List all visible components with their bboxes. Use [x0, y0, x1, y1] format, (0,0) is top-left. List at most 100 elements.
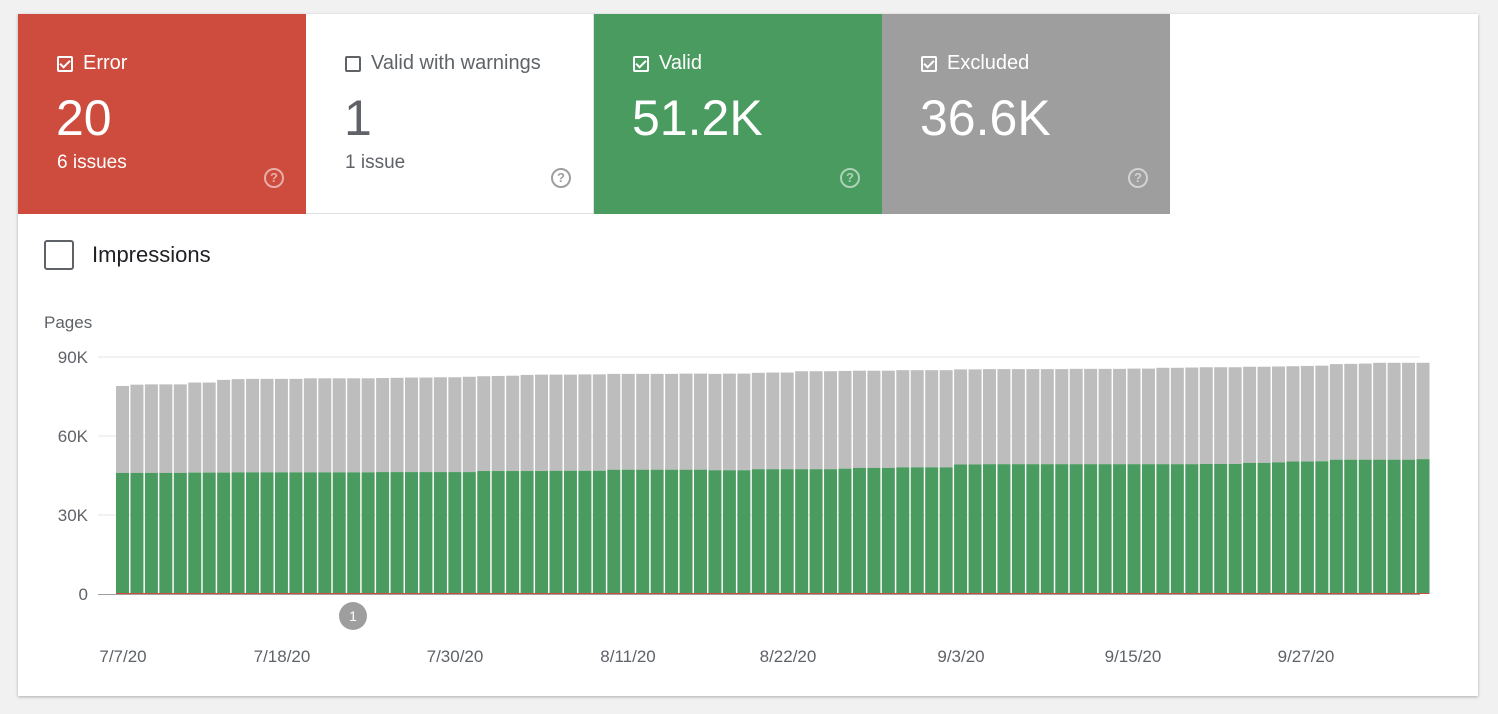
valid-checkbox-icon[interactable] — [633, 55, 649, 72]
bar-excluded — [867, 370, 881, 468]
bar-excluded — [896, 370, 910, 468]
bar-valid — [130, 472, 144, 594]
bar-valid — [722, 470, 736, 594]
bar-valid — [1011, 464, 1025, 594]
bar-excluded — [1257, 366, 1271, 463]
bar-valid — [535, 471, 549, 594]
bar-excluded — [1373, 362, 1387, 460]
error-tile[interactable]: Error 20 6 issues ? — [18, 14, 306, 214]
annotation-label: 1 — [349, 608, 357, 624]
help-icon[interactable]: ? — [840, 168, 860, 188]
warnings-tile-label: Valid with warnings — [371, 52, 541, 74]
valid-tile[interactable]: Valid 51.2K ? — [594, 14, 882, 214]
x-tick-label: 7/7/20 — [99, 647, 146, 666]
y-tick-label: 60K — [58, 427, 89, 446]
bar-excluded — [621, 373, 635, 470]
x-tick-label: 9/3/20 — [937, 647, 984, 666]
bar-valid — [1300, 461, 1314, 594]
bar-excluded — [679, 373, 693, 470]
bar-excluded — [607, 373, 621, 470]
bar-excluded — [954, 369, 968, 465]
bar-valid — [1156, 464, 1170, 594]
bar-excluded — [376, 378, 390, 473]
excluded-checkbox-icon[interactable] — [921, 55, 937, 72]
excluded-tile-label: Excluded — [947, 52, 1030, 74]
bar-valid — [260, 472, 274, 594]
bar-valid — [795, 469, 809, 594]
bar-valid — [1329, 459, 1343, 594]
bar-valid — [824, 469, 838, 594]
bar-valid — [462, 472, 476, 594]
bar-valid — [506, 471, 520, 594]
bar-excluded — [925, 370, 939, 468]
bar-valid — [1315, 461, 1329, 594]
bar-valid — [318, 472, 332, 594]
bar-excluded — [852, 370, 866, 468]
bar-valid — [1257, 462, 1271, 594]
valid-tile-label: Valid — [659, 52, 702, 74]
bar-valid — [1286, 461, 1300, 594]
bar-valid — [1185, 464, 1199, 594]
bar-excluded — [650, 373, 664, 470]
bar-valid — [274, 472, 288, 594]
bar-excluded — [491, 375, 505, 472]
bar-excluded — [274, 378, 288, 473]
impressions-toggle[interactable]: Impressions — [44, 240, 211, 270]
bar-excluded — [1286, 366, 1300, 462]
warnings-checkbox-icon[interactable] — [345, 55, 361, 72]
impressions-label: Impressions — [92, 242, 211, 267]
bar-valid — [867, 467, 881, 594]
bar-excluded — [563, 374, 577, 471]
bar-excluded — [578, 374, 592, 471]
error-tile-label: Error — [83, 52, 128, 74]
bar-excluded — [419, 377, 433, 473]
bar-valid — [491, 471, 505, 594]
impressions-checkbox-icon[interactable] — [44, 240, 74, 270]
valid-with-warnings-tile[interactable]: Valid with warnings 1 1 issue ? — [306, 14, 594, 214]
bar-excluded — [1055, 369, 1069, 465]
bar-excluded — [1156, 367, 1170, 465]
bar-valid — [925, 467, 939, 594]
bar-excluded — [694, 373, 707, 470]
bar-valid — [708, 470, 722, 594]
excluded-tile[interactable]: Excluded 36.6K ? — [882, 14, 1170, 214]
bar-valid — [116, 472, 129, 594]
bar-excluded — [881, 370, 895, 468]
bar-excluded — [1387, 362, 1401, 460]
bar-valid — [1026, 464, 1040, 594]
bar-excluded — [751, 372, 765, 470]
bar-excluded — [116, 385, 129, 473]
bar-valid — [592, 470, 606, 594]
y-tick-label: 30K — [58, 506, 89, 525]
error-checkbox-icon[interactable] — [57, 55, 73, 72]
bar-valid — [621, 469, 635, 594]
bar-excluded — [260, 378, 274, 473]
bar-excluded — [737, 373, 751, 471]
bar-valid — [376, 472, 390, 594]
bar-excluded — [983, 369, 996, 465]
bar-excluded — [1084, 368, 1098, 465]
bar-valid — [1069, 464, 1083, 594]
help-icon[interactable]: ? — [264, 168, 284, 188]
bar-excluded — [405, 377, 418, 473]
bar-excluded — [289, 378, 303, 473]
bar-excluded — [636, 373, 650, 470]
bar-excluded — [535, 374, 549, 472]
bar-excluded — [1358, 363, 1372, 460]
bar-excluded — [939, 370, 953, 468]
index-coverage-card: Error 20 6 issues ? Valid with warnings … — [18, 14, 1478, 696]
bar-valid — [650, 469, 664, 594]
bar-valid — [1127, 464, 1141, 594]
bar-excluded — [1228, 367, 1242, 464]
bar-excluded — [347, 378, 361, 473]
help-icon[interactable]: ? — [551, 168, 571, 188]
help-icon[interactable]: ? — [1128, 168, 1148, 188]
bar-excluded — [202, 382, 216, 473]
x-tick-label: 9/15/20 — [1105, 647, 1162, 666]
bar-valid — [1402, 459, 1416, 594]
bar-excluded — [1170, 367, 1184, 465]
bar-excluded — [1185, 367, 1199, 465]
x-tick-label: 8/22/20 — [760, 647, 817, 666]
bar-excluded — [159, 384, 173, 473]
bar-valid — [1214, 463, 1228, 594]
